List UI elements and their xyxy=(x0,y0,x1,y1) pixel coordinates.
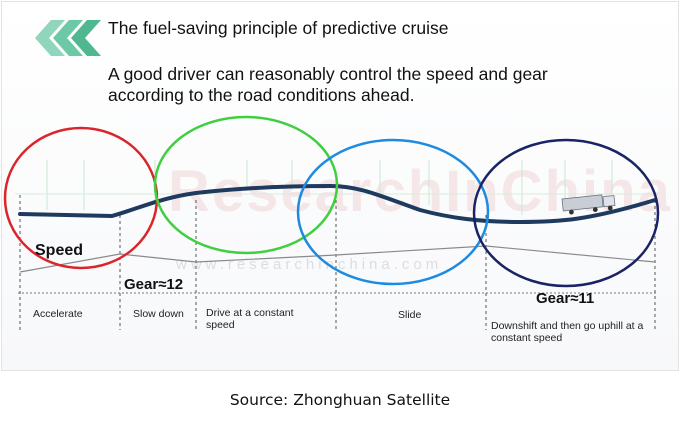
phase-accelerate: Accelerate xyxy=(33,308,83,320)
slide-title: The fuel-saving principle of predictive … xyxy=(108,18,449,38)
phase-slide: Slide xyxy=(398,309,422,321)
predictive-cruise-diagram xyxy=(3,115,660,330)
circle-uphill xyxy=(472,138,660,288)
gear-label-11: Gear≈11 xyxy=(536,290,595,307)
road-profile xyxy=(18,183,657,225)
circle-constant xyxy=(153,115,339,255)
speed-label: Speed xyxy=(35,242,84,259)
slide-subtitle: A good driver can reasonably control the… xyxy=(108,64,548,105)
speed-curve xyxy=(19,245,656,273)
chevron-arrows-icon xyxy=(35,20,101,56)
circle-slide xyxy=(296,138,490,286)
gear-label-12: Gear≈12 xyxy=(124,276,184,293)
watermark-logo: ResearchInChina xyxy=(168,159,672,224)
phase-separators xyxy=(19,188,656,330)
truck-icon xyxy=(561,194,616,215)
phase-constant-speed: Drive at a constant speed xyxy=(206,307,294,331)
source-caption: Source: Zhonghuan Satellite xyxy=(229,391,451,409)
phase-slow-down: Slow down xyxy=(133,308,184,320)
phase-downshift-uphill: Downshift and then go uphill at a consta… xyxy=(491,320,644,344)
